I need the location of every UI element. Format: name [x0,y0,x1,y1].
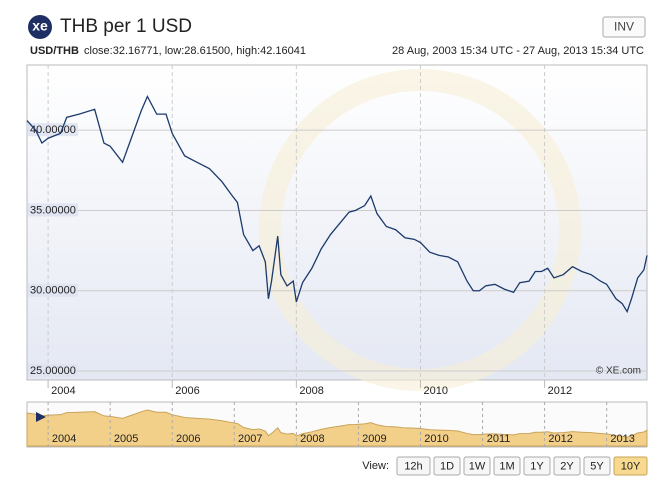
pair: USD/THB [30,45,79,57]
view-button-label[interactable]: 1M [499,460,514,472]
view-button-label[interactable]: 10Y [621,460,641,472]
x-tick-label: 2006 [175,385,199,397]
y-tick-box [28,364,78,378]
inv-button[interactable] [602,16,646,38]
y-tick-box [28,203,78,217]
navigator-label: 2007 [238,433,262,445]
x-tick-label: 2004 [51,385,75,397]
x-tick-label: 2008 [299,385,323,397]
price-line [26,94,648,314]
view-button[interactable] [553,456,581,476]
y-tick-label: 40.00000 [30,124,76,136]
view-button[interactable] [433,456,461,476]
y-tick-label: 25.00000 [30,365,76,377]
x-tick-label: 2012 [548,385,572,397]
view-label: View: [362,460,389,472]
y-tick-box [28,283,78,297]
navigator-label: 2008 [300,433,324,445]
y-tick-label: 30.00000 [30,285,76,297]
navigator-label: 2009 [362,433,386,445]
credit: © XE.com [596,366,641,377]
navigator-label: 2013 [610,433,634,445]
view-button-label[interactable]: 12h [404,460,422,472]
logo-badge [28,15,52,39]
view-button-label[interactable]: 1D [440,460,454,472]
y-tick-label: 35.00000 [30,204,76,216]
view-button[interactable] [583,456,611,476]
view-button-label[interactable]: 5Y [590,460,604,472]
navigator-handle[interactable] [36,412,46,422]
stats: close:32.16771, low:28.61500, high:42.16… [84,45,306,57]
navigator-label: 2004 [52,433,76,445]
navigator-label: 2006 [176,433,200,445]
view-button[interactable] [493,456,521,476]
navigator-area [26,409,648,447]
y-tick-box [28,123,78,137]
view-button[interactable] [523,456,551,476]
view-button[interactable] [396,456,431,476]
logo: xe [32,18,48,34]
navigator-label: 2012 [548,433,572,445]
view-button[interactable] [463,456,491,476]
date-range: 28 Aug, 2003 15:34 UTC - 27 Aug, 2013 15… [392,45,644,57]
navigator-label: 2011 [487,433,511,445]
view-button-label[interactable]: 1W [469,460,486,472]
view-button-label[interactable]: 2Y [560,460,574,472]
view-button-label[interactable]: 1Y [530,460,544,472]
chart-title: THB per 1 USD [60,16,192,37]
inv-label[interactable]: INV [614,20,634,34]
x-tick-label: 2010 [423,385,447,397]
view-button[interactable] [613,456,648,476]
navigator-label: 2010 [424,433,448,445]
navigator-label: 2005 [114,433,138,445]
